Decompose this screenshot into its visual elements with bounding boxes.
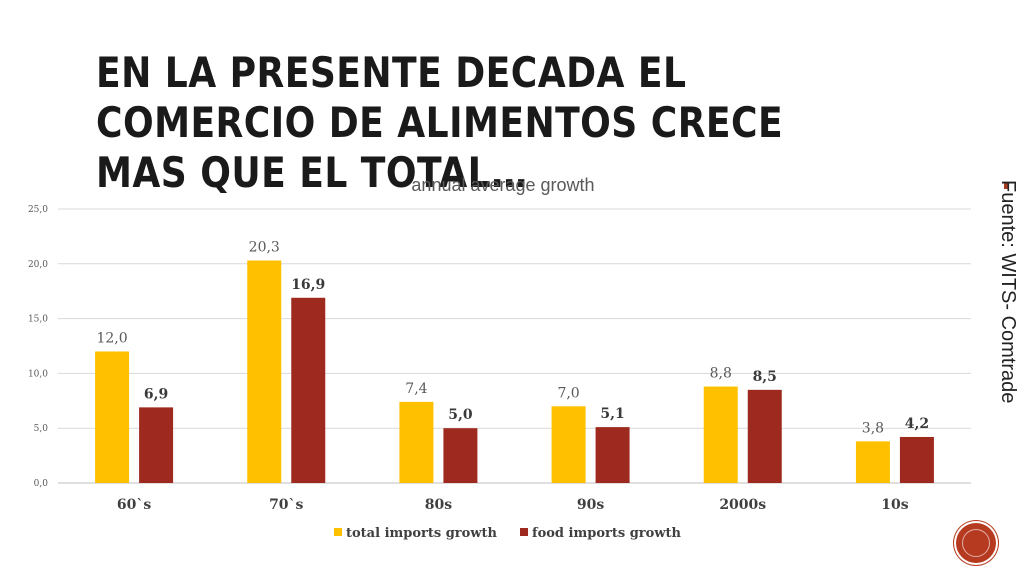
legend-label: food imports growth (532, 526, 682, 541)
legend-label: total imports growth (346, 526, 498, 541)
food-bar (899, 436, 934, 483)
category-label: 60`s (117, 497, 151, 513)
source-note: Fuente: WITS- Comtrade (997, 180, 1019, 404)
data-label: 8,5 (753, 369, 777, 385)
category-label: 90s (577, 497, 604, 513)
total-bar (703, 386, 738, 483)
category-label: 70`s (269, 497, 303, 513)
legend-swatch (520, 528, 528, 536)
data-label: 7,0 (557, 385, 579, 401)
food-bar (291, 297, 326, 483)
y-tick-label: 25,0 (28, 205, 48, 215)
food-bar (139, 407, 174, 483)
bullet-icon (1004, 183, 1009, 189)
data-label: 5,0 (448, 407, 473, 423)
y-tick-label: 5,0 (34, 424, 49, 434)
food-bar (595, 427, 630, 483)
circle-logo-icon (956, 523, 996, 563)
data-label: 6,9 (144, 386, 168, 402)
total-bar (399, 401, 434, 483)
category-label: 10s (881, 497, 908, 513)
data-label: 3,8 (862, 420, 884, 436)
food-bar (747, 389, 782, 483)
data-label: 5,1 (600, 406, 624, 422)
data-label: 7,4 (405, 381, 427, 397)
data-label: 4,2 (905, 416, 929, 432)
y-tick-label: 10,0 (28, 369, 48, 379)
total-bar (551, 406, 586, 483)
slide-title: EN LA PRESENTE DECADA EL COMERCIO DE ALI… (96, 48, 784, 197)
total-bar (95, 351, 130, 483)
legend-swatch (334, 528, 342, 536)
category-label: 2000s (719, 497, 766, 513)
y-tick-label: 20,0 (28, 260, 48, 270)
y-tick-label: 15,0 (28, 315, 48, 325)
food-bar (443, 428, 478, 483)
data-label: 20,3 (249, 240, 280, 256)
data-label: 12,0 (96, 330, 127, 346)
data-label: 8,8 (710, 366, 732, 382)
y-tick-label: 0,0 (34, 479, 49, 489)
total-bar (855, 441, 890, 483)
data-label: 16,9 (291, 277, 325, 293)
chart-title: annual average growth (411, 175, 594, 195)
total-bar (247, 260, 282, 483)
category-label: 80s (425, 497, 452, 513)
